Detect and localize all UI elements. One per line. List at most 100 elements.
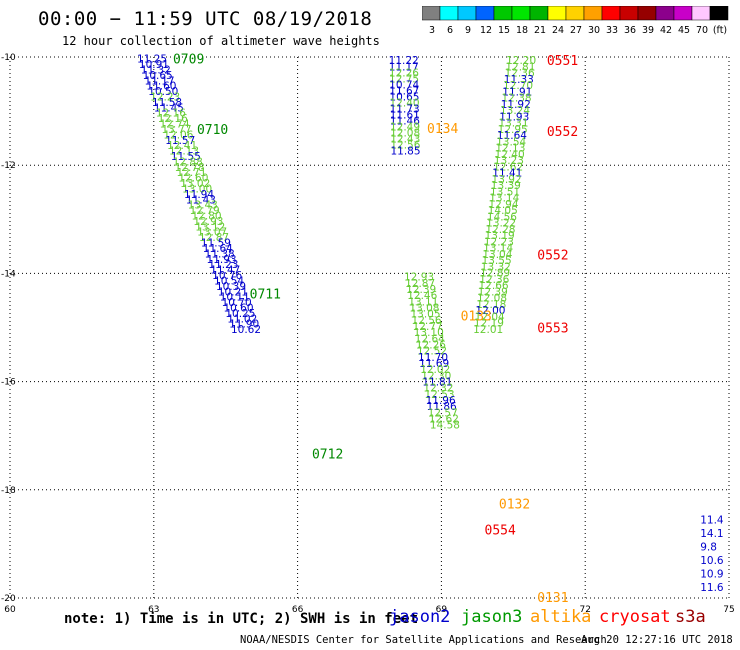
wave-height-value: 13.08 [409,302,439,314]
wave-height-value: 12.70 [503,80,533,92]
legend-s3a: s3a [675,607,706,627]
wave-height-value: 12.95 [498,124,528,136]
colorbar-swatch [619,6,639,21]
colorbar-swatch [565,6,585,21]
wave-height-value: 12.87 [199,232,229,244]
x-tick-label: 60 [4,605,16,615]
wave-height-value: 11.33 [504,74,534,86]
wave-height-value: 14.1 [700,528,723,540]
colorbar-label: 30 [588,25,600,36]
wave-height-value: 11.60 [146,81,176,93]
wave-height-value: 12.38 [502,93,532,105]
wave-height-value: 12.62 [493,161,523,173]
wave-height-value: 12.01 [473,324,503,336]
wave-height-value: 11.17 [389,61,419,73]
colorbar-swatch [547,6,567,21]
colorbar-swatch [457,6,477,21]
wave-height-value: 13.00 [182,183,212,195]
wave-height-value: 11.92 [501,99,531,111]
wave-height-value: 11.55 [171,151,201,163]
colorbar-swatch [475,6,495,21]
wave-height-value: 13.32 [481,261,511,273]
wave-height-value: 10.9 [700,569,723,581]
pass-time-label: 0710 [197,123,228,138]
colorbar-label: 36 [624,25,636,36]
generation-timestamp: Aug 20 12:27:16 UTC 2018 [581,634,733,646]
wave-height-value: 10.11 [220,292,250,304]
pass-time-label: 0133 [461,310,492,325]
colorbar-label: 3 [429,25,435,36]
pass-time-label: 0552 [547,125,578,140]
wave-height-value: 13.92 [492,174,522,186]
colorbar-swatch [422,6,441,21]
colorbar-swatch [529,6,549,21]
wave-height-value: 13.22 [486,218,516,230]
colorbar-swatch [691,6,711,21]
wave-height-value: 12.75 [389,73,419,85]
wave-height-value: 11.61 [390,109,420,121]
wave-height-value: 12.02 [420,364,450,376]
wave-height-value: 11.86 [427,401,457,413]
pass-time-label: 0131 [537,591,568,606]
wave-height-value: 11.59 [201,238,231,250]
wave-height-value: 10.76 [212,270,242,282]
wave-height-value: 11.4 [700,515,724,527]
wave-height-value: 11.94 [184,189,214,201]
x-tick-label: 75 [723,605,734,615]
wave-height-value: 10.74 [389,79,419,91]
wave-height-value: 14.56 [487,211,517,223]
wave-height-value: 12.13 [495,143,525,155]
wave-height-value: 12.62 [429,413,459,425]
y-tick-label: -10 [1,53,16,63]
colorbar-label: 21 [534,25,546,36]
wave-height-value: 11.41 [492,168,522,180]
wave-height-value: 12.06 [163,129,193,141]
wave-height-value: 11.58 [152,97,182,109]
wave-height-value: 11.69 [419,358,449,370]
colorbar-swatch [655,6,675,21]
colorbar-label: 33 [606,25,618,36]
wave-height-value: 11.38 [205,248,235,260]
colorbar-label: 27 [570,25,582,36]
wave-height-value: 9.8 [700,542,717,554]
wave-height-value: 12.60 [178,173,208,185]
colorbar-label: (ft) [713,25,727,36]
wave-height-value: 12.78 [175,162,205,174]
colorbar-swatch [709,6,729,21]
wave-height-value: 11.32 [141,64,171,76]
wave-height-value: 12.93 [404,272,434,284]
colorbar-label: 15 [498,25,510,36]
wave-height-value: 11.22 [389,55,419,67]
wave-height-value: 11.45 [154,102,184,114]
wave-height-value: 11.90 [229,319,259,331]
legend-jason2: jason2 [389,607,451,627]
y-tick-label: -12 [1,161,16,171]
wave-height-value: 12.43 [390,133,420,145]
pass-time-label: 0709 [173,53,204,68]
wave-height-value: 13.51 [490,186,520,198]
color-scale-legend: 3 6 9 12 15 18 21 24 27 30 33 36 39 42 45 70 (ft) [422,6,729,36]
colorbar-label: 9 [465,25,471,36]
wave-height-value: 12.80 [192,211,222,223]
wave-height-value: 12.52 [417,346,447,358]
colorbar-label: 18 [516,25,528,36]
wave-height-value: 11.64 [497,130,527,142]
wave-height-value: 10.62 [231,324,261,336]
legend-jason3: jason3 [461,607,523,627]
wave-height-value: 11.46 [390,115,420,127]
colorbar-swatch [637,6,657,21]
wave-height-value: 12.26 [416,339,446,351]
wave-height-value: 12.74 [160,119,190,131]
wave-height-value: 10.39 [216,281,246,293]
wave-height-value: 10.6 [700,555,724,567]
colorbar-label: 39 [642,25,654,36]
wave-height-value: 11.57 [165,135,195,147]
wave-height-value: 12.88 [173,156,203,168]
wave-height-value: 12.08 [477,293,507,305]
wave-height-value: 12.04 [475,311,505,323]
wave-height-value: 11.70 [418,352,448,364]
wave-height-value: 12.57 [428,407,458,419]
wave-height-value: 12.56 [390,139,420,151]
legend-altika: altika [530,607,592,627]
